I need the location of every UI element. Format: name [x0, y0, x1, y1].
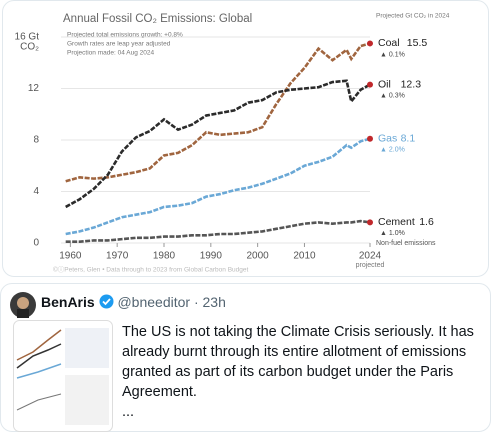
series-name: Oil [378, 78, 391, 90]
note: Projection made: 04 Aug 2024 [67, 50, 154, 57]
tweet-header: BenAris @bneeditor · 23h [41, 294, 226, 310]
series-end-value: 15.5 [407, 37, 428, 49]
x-tick-label: 1970 [106, 251, 129, 262]
x-tick-label: 1960 [59, 251, 82, 262]
tweet: BenAris @bneeditor · 23h The US is not t… [0, 283, 491, 432]
avatar[interactable] [10, 292, 36, 318]
x-tick-label: 1990 [200, 251, 223, 262]
y-tick-label: 8 [33, 135, 39, 146]
series-name: Gas [378, 132, 397, 144]
tweet-body: The US is not taking the Climate Crisis … [122, 324, 474, 400]
author-handle[interactable]: @bneeditor · 23h [117, 294, 226, 310]
author-name[interactable]: BenAris [41, 294, 95, 310]
series-line [65, 42, 371, 183]
note: Growth rates are leap year adjusted [67, 41, 171, 48]
x-tick-label: 1980 [153, 251, 176, 262]
series-name: Coal [378, 37, 400, 49]
y-tick-label: 12 [28, 83, 40, 94]
note: Projected total emissions growth: +0.8% [67, 32, 183, 39]
end-marker [367, 40, 373, 47]
x-tick-label: 2024 [359, 251, 382, 262]
thumbnail[interactable] [13, 320, 113, 432]
end-marker [367, 81, 373, 88]
series-line [65, 79, 371, 209]
verified-badge [99, 294, 114, 309]
chart-title: Annual Fossil CO₂ Emissions: Global [63, 13, 252, 25]
series-growth: ▲ 0.1% [380, 51, 405, 58]
chart: Annual Fossil CO₂ Emissions: Global Proj… [15, 13, 450, 274]
y-unit: CO₂ [20, 42, 39, 53]
end-marker [367, 135, 373, 142]
tweet-more[interactable]: ... [122, 404, 135, 420]
series-growth: ▲ 2.0% [380, 147, 405, 154]
y-tick-label: 4 [33, 186, 39, 197]
y-tick-label: 16 Gt [15, 32, 40, 43]
series-end-value: 8.1 [401, 132, 416, 144]
chart-card: Annual Fossil CO₂ Emissions: Global Proj… [2, 0, 489, 277]
tweet-text: The US is not taking the Climate Crisis … [122, 322, 484, 422]
x-tick-label: 2010 [293, 251, 316, 262]
end-marker [367, 219, 373, 226]
series-growth: ▲ 0.3% [380, 92, 405, 99]
series-line [65, 219, 371, 244]
series-growth: ▲ 1.0% [380, 230, 405, 237]
x-tick-label: 2000 [247, 251, 270, 262]
series-end-value: 1.6 [419, 216, 434, 228]
extra-label: Non-fuel emissions [376, 240, 436, 247]
right-header: Projected Gt CO₂ in 2024 [376, 13, 450, 20]
footer: ©ⓘPeters, Glen • Data through to 2023 fr… [53, 266, 249, 274]
series-end-value: 12.3 [401, 78, 422, 90]
y-tick-label: 0 [33, 238, 39, 249]
x-note: projected [356, 262, 385, 269]
series-name: Cement [378, 216, 415, 228]
series-line [65, 137, 371, 236]
